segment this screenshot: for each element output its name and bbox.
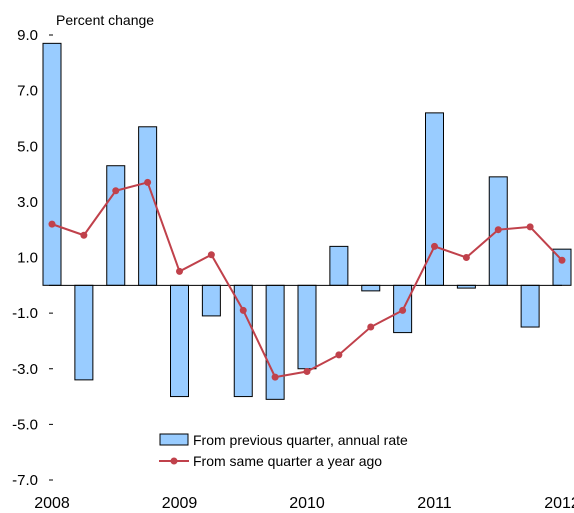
bar: [42, 42, 62, 286]
bar: [265, 284, 285, 400]
line-point: [144, 178, 152, 186]
x-axis: 2008 2009 2010 2011 2012: [34, 495, 574, 512]
line-point: [335, 351, 343, 359]
x-tick-label: 2011: [417, 495, 452, 512]
y-tick-label: -7.0: [12, 472, 38, 489]
bar: [233, 284, 253, 398]
line-point: [431, 242, 438, 250]
y-tick-label: 3.0: [17, 194, 38, 211]
line-point: [303, 368, 311, 376]
legend-line-label: From same quarter a year ago: [193, 453, 382, 469]
x-tick-label: 2008: [34, 495, 70, 512]
bar: [520, 284, 540, 328]
legend-bar-label: From previous quarter, annual rate: [193, 432, 408, 448]
line-point: [239, 306, 247, 314]
y-tick-label: 1.0: [17, 250, 38, 267]
line-point: [367, 323, 375, 331]
line-point: [80, 231, 88, 239]
bar: [201, 284, 221, 317]
bar: [170, 284, 189, 398]
bar: [74, 284, 94, 381]
bar: [138, 126, 158, 286]
line-point: [271, 373, 279, 381]
legend: From previous quarter, annual rate From …: [159, 432, 408, 469]
y-tick-label: -5.0: [12, 416, 38, 433]
line-point: [558, 256, 566, 264]
y-axis: 9.0 7.0 5.0 3.0 1.0 -1.0 -3.0 -5.0 -7.0: [12, 27, 53, 489]
bar: [106, 165, 126, 286]
line-point: [48, 220, 56, 228]
line-point: [112, 187, 120, 195]
x-tick-label: 2010: [289, 495, 325, 512]
line-point: [462, 254, 470, 261]
y-tick-label: 9.0: [17, 27, 38, 44]
bar: [329, 245, 349, 286]
x-tick-label: 2009: [162, 495, 198, 512]
line-point: [399, 306, 407, 314]
legend-line-marker: [170, 457, 178, 465]
y-tick-label: -3.0: [12, 361, 38, 378]
y-tick-label: 7.0: [17, 83, 38, 100]
bar: [361, 284, 381, 292]
line-point: [176, 267, 183, 275]
y-tick-label: 5.0: [17, 138, 38, 155]
x-tick-label: 2012: [544, 495, 574, 512]
y-tick-label: -1.0: [12, 305, 38, 322]
line-point: [494, 226, 502, 234]
bar: [297, 284, 317, 370]
line-series: [48, 178, 566, 381]
line-point: [207, 251, 215, 259]
bar-series: [42, 42, 572, 400]
y-axis-title: Percent change: [56, 12, 154, 28]
legend-bar-swatch: [159, 433, 189, 446]
line-point: [526, 223, 534, 231]
